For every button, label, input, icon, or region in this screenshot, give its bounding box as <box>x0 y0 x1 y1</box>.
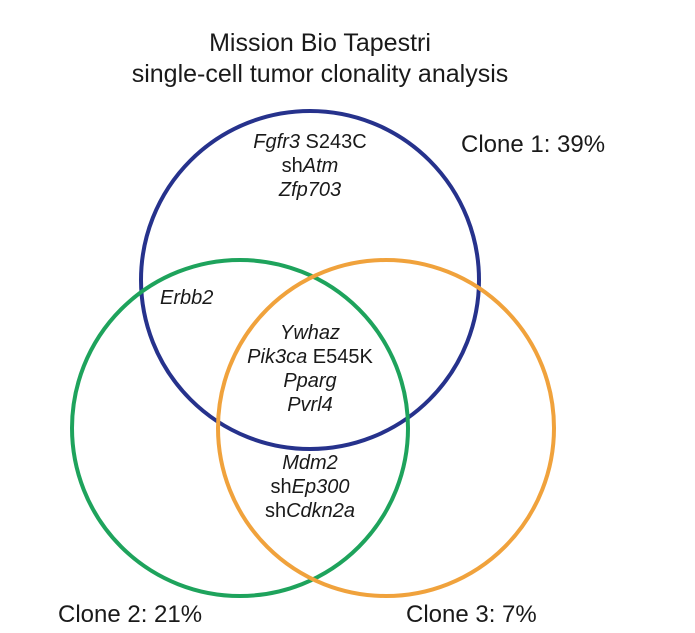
gene-line: Fgfr3 S243C <box>210 130 410 154</box>
gene-line: Pik3ca E545K <box>210 345 410 369</box>
gene-name: Atm <box>302 155 339 177</box>
gene-variant: S243C <box>299 131 367 153</box>
gene-line: shEp300 <box>210 475 410 499</box>
gene-name: Pparg <box>283 370 337 392</box>
gene-line: Ywhaz <box>210 321 410 345</box>
gene-prefix: sh <box>281 155 303 177</box>
gene-variant: E545K <box>307 346 373 368</box>
clone-1-only-region: Fgfr3 S243C shAtm Zfp703 <box>210 130 410 202</box>
gene-line: Zfp703 <box>210 178 410 202</box>
clone-2-3-overlap-region: Mdm2 shEp300 shCdkn2a <box>210 451 410 523</box>
gene-line: Erbb2 <box>160 286 213 310</box>
all-clones-overlap-region: Ywhaz Pik3ca E545K Pparg Pvrl4 <box>210 321 410 417</box>
clone-3-circle <box>216 258 556 598</box>
clone-3-label: Clone 3: 7% <box>406 601 537 628</box>
clone-1-circle <box>139 109 481 451</box>
gene-name: Pvrl4 <box>287 394 333 416</box>
gene-line: shCdkn2a <box>210 499 410 523</box>
gene-name: Ywhaz <box>279 322 341 344</box>
clone-2-circle <box>70 258 410 598</box>
clone-2-label: Clone 2: 21% <box>58 601 203 628</box>
diagram-title-line-2: single-cell tumor clonality analysis <box>131 60 509 88</box>
gene-prefix: sh <box>264 500 287 522</box>
gene-line: Pvrl4 <box>210 393 410 417</box>
gene-name: Cdkn2a <box>286 500 356 522</box>
gene-name: Pik3ca <box>247 346 308 368</box>
gene-line: Mdm2 <box>210 451 410 475</box>
diagram-title-line-1: Mission Bio Tapestri <box>209 29 431 57</box>
gene-line: shAtm <box>210 154 410 178</box>
gene-name: Mdm2 <box>282 452 338 474</box>
clone-1-2-overlap-region: Erbb2 <box>160 286 213 310</box>
gene-line: Pparg <box>210 369 410 393</box>
clone-1-label: Clone 1: 39% <box>461 131 606 158</box>
gene-name: Fgfr3 <box>253 131 300 153</box>
gene-prefix: sh <box>270 476 292 498</box>
gene-name: Ep300 <box>291 476 350 498</box>
gene-name: Zfp703 <box>278 179 342 201</box>
gene-name: Erbb2 <box>160 287 214 309</box>
